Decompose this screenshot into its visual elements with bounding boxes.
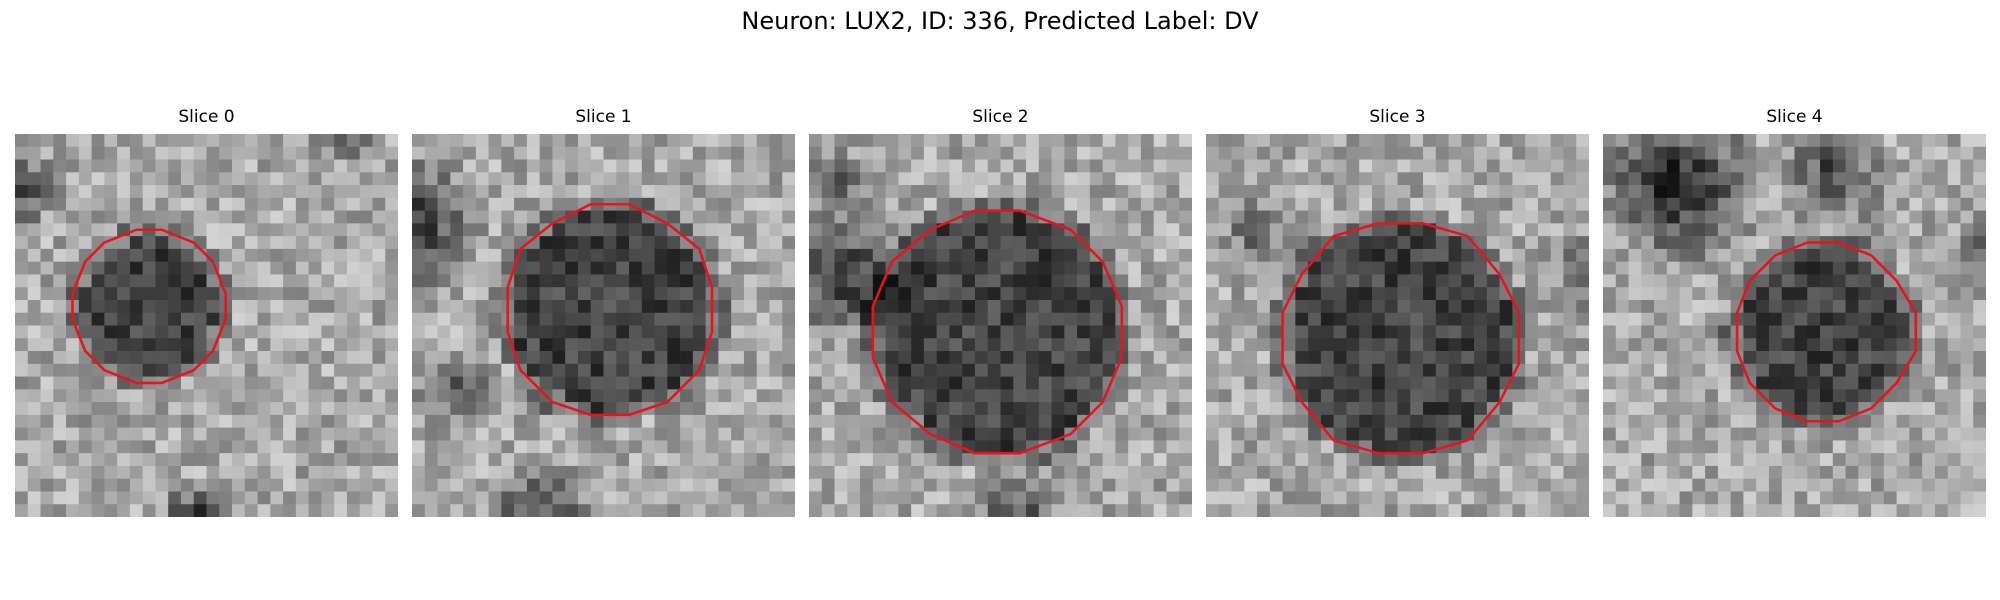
slice-image-3 xyxy=(1206,134,1589,517)
slice-image-0 xyxy=(15,134,398,517)
slice-pixels-4 xyxy=(1603,134,1986,517)
slice-title-4: Slice 4 xyxy=(1766,107,1823,127)
slice-pixels-0 xyxy=(15,134,398,517)
slice-pixels-2 xyxy=(809,134,1192,517)
neuron-contour-2 xyxy=(871,209,1124,455)
slice-panel-1: Slice 1 xyxy=(412,106,795,518)
slice-title-3: Slice 3 xyxy=(1369,107,1426,127)
slice-panel-3: Slice 3 xyxy=(1206,106,1589,518)
slice-image-1 xyxy=(412,134,795,517)
slice-pixels-1 xyxy=(412,134,795,517)
slice-title-1: Slice 1 xyxy=(575,107,632,127)
slice-title-2: Slice 2 xyxy=(972,107,1029,127)
slice-panel-4: Slice 4 xyxy=(1603,106,1986,518)
slice-pixels-3 xyxy=(1206,134,1589,517)
slice-panel-0: Slice 0 xyxy=(15,106,398,518)
slice-panel-2: Slice 2 xyxy=(809,106,1192,518)
slice-image-2 xyxy=(809,134,1192,517)
figure-title: Neuron: LUX2, ID: 336, Predicted Label: … xyxy=(741,7,1259,35)
slice-title-0: Slice 0 xyxy=(178,107,235,127)
slice-image-4 xyxy=(1603,134,1986,517)
neuron-contour-4 xyxy=(1735,241,1918,423)
neuron-contour-0 xyxy=(71,228,227,385)
neuron-contour-3 xyxy=(1281,222,1521,455)
neuron-contour-1 xyxy=(506,202,714,417)
